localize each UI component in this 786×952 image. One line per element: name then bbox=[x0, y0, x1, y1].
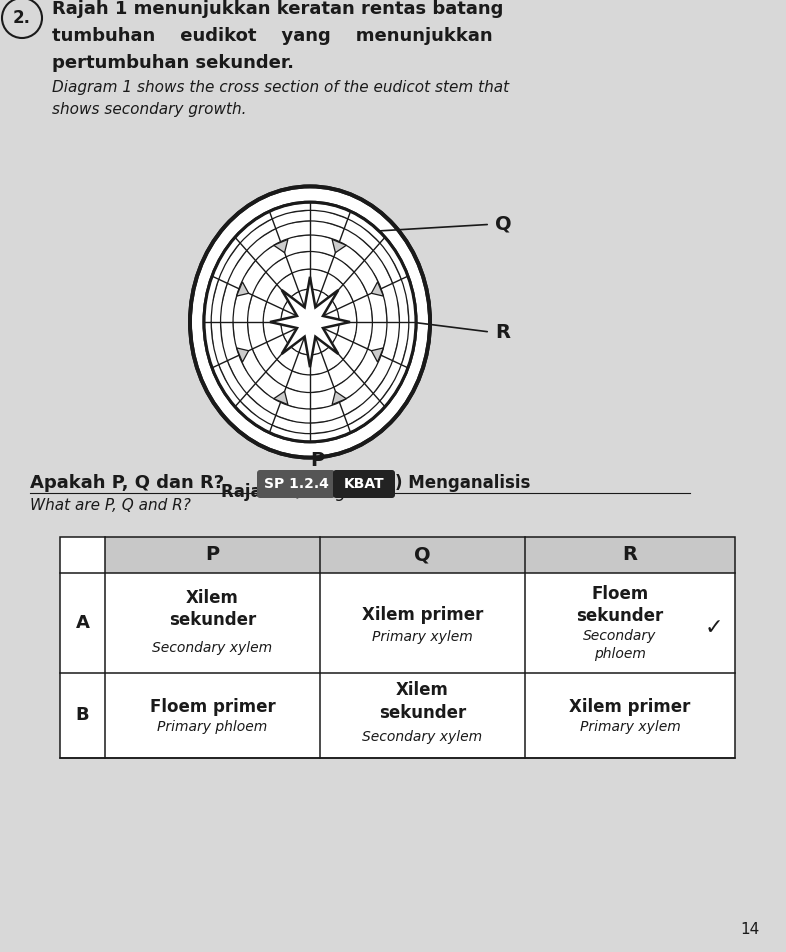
Bar bbox=[60, 537, 735, 758]
Bar bbox=[525, 537, 735, 573]
Text: Rajah 1 /: Rajah 1 / bbox=[221, 483, 308, 501]
Ellipse shape bbox=[205, 204, 415, 441]
Ellipse shape bbox=[190, 187, 430, 458]
Text: Secondary
phloem: Secondary phloem bbox=[583, 629, 656, 661]
Polygon shape bbox=[237, 282, 248, 296]
Polygon shape bbox=[371, 282, 384, 296]
Text: Primary phloem: Primary phloem bbox=[157, 721, 267, 735]
Text: Secondary xylem: Secondary xylem bbox=[362, 730, 483, 744]
Text: P: P bbox=[310, 451, 325, 470]
Text: R: R bbox=[495, 323, 510, 342]
Polygon shape bbox=[270, 277, 350, 367]
Text: Primary xylem: Primary xylem bbox=[372, 630, 473, 644]
Text: Primary xylem: Primary xylem bbox=[579, 721, 681, 735]
FancyBboxPatch shape bbox=[333, 470, 395, 498]
Text: Apakah P, Q dan R?: Apakah P, Q dan R? bbox=[30, 474, 224, 492]
Polygon shape bbox=[332, 239, 347, 252]
FancyBboxPatch shape bbox=[257, 470, 335, 498]
Text: 14: 14 bbox=[740, 922, 760, 937]
Polygon shape bbox=[274, 391, 288, 405]
Text: Xilem
sekunder: Xilem sekunder bbox=[169, 588, 256, 629]
Text: SP 1.2.4: SP 1.2.4 bbox=[263, 477, 329, 491]
Text: A: A bbox=[75, 614, 90, 632]
Text: shows secondary growth.: shows secondary growth. bbox=[52, 102, 247, 117]
Text: B: B bbox=[75, 706, 90, 724]
Ellipse shape bbox=[204, 202, 416, 442]
Bar bbox=[60, 537, 735, 758]
Text: Q: Q bbox=[414, 545, 431, 565]
Polygon shape bbox=[332, 391, 347, 405]
Text: 2.: 2. bbox=[13, 9, 31, 27]
Bar bbox=[105, 537, 320, 573]
Text: Diagram 1 shows the cross section of the eudicot stem that: Diagram 1 shows the cross section of the… bbox=[52, 80, 509, 95]
Text: Q: Q bbox=[495, 215, 512, 234]
Text: What are P, Q and R?: What are P, Q and R? bbox=[30, 498, 191, 513]
Text: Xilem primer: Xilem primer bbox=[362, 606, 483, 624]
Text: tumbuhan    eudikot    yang    menunjukkan: tumbuhan eudikot yang menunjukkan bbox=[52, 27, 493, 45]
Text: Diagram 1: Diagram 1 bbox=[308, 483, 395, 501]
Polygon shape bbox=[274, 239, 288, 252]
Polygon shape bbox=[237, 347, 248, 362]
Text: ) Menganalisis: ) Menganalisis bbox=[395, 474, 531, 492]
Text: Rajah 1 menunjukkan keratan rentas batang: Rajah 1 menunjukkan keratan rentas batan… bbox=[52, 0, 503, 18]
Text: pertumbuhan sekunder.: pertumbuhan sekunder. bbox=[52, 54, 294, 72]
Text: KBAT: KBAT bbox=[343, 477, 384, 491]
Text: Secondary xylem: Secondary xylem bbox=[152, 641, 273, 655]
Text: Xilem
sekunder: Xilem sekunder bbox=[379, 681, 466, 722]
Text: Floem primer: Floem primer bbox=[149, 699, 275, 717]
Text: R: R bbox=[623, 545, 637, 565]
Polygon shape bbox=[371, 347, 384, 362]
Text: ✓: ✓ bbox=[704, 618, 723, 638]
Text: Floem
sekunder: Floem sekunder bbox=[576, 585, 663, 625]
Text: P: P bbox=[205, 545, 219, 565]
Bar bbox=[320, 537, 525, 573]
Text: Xilem primer: Xilem primer bbox=[569, 699, 691, 717]
